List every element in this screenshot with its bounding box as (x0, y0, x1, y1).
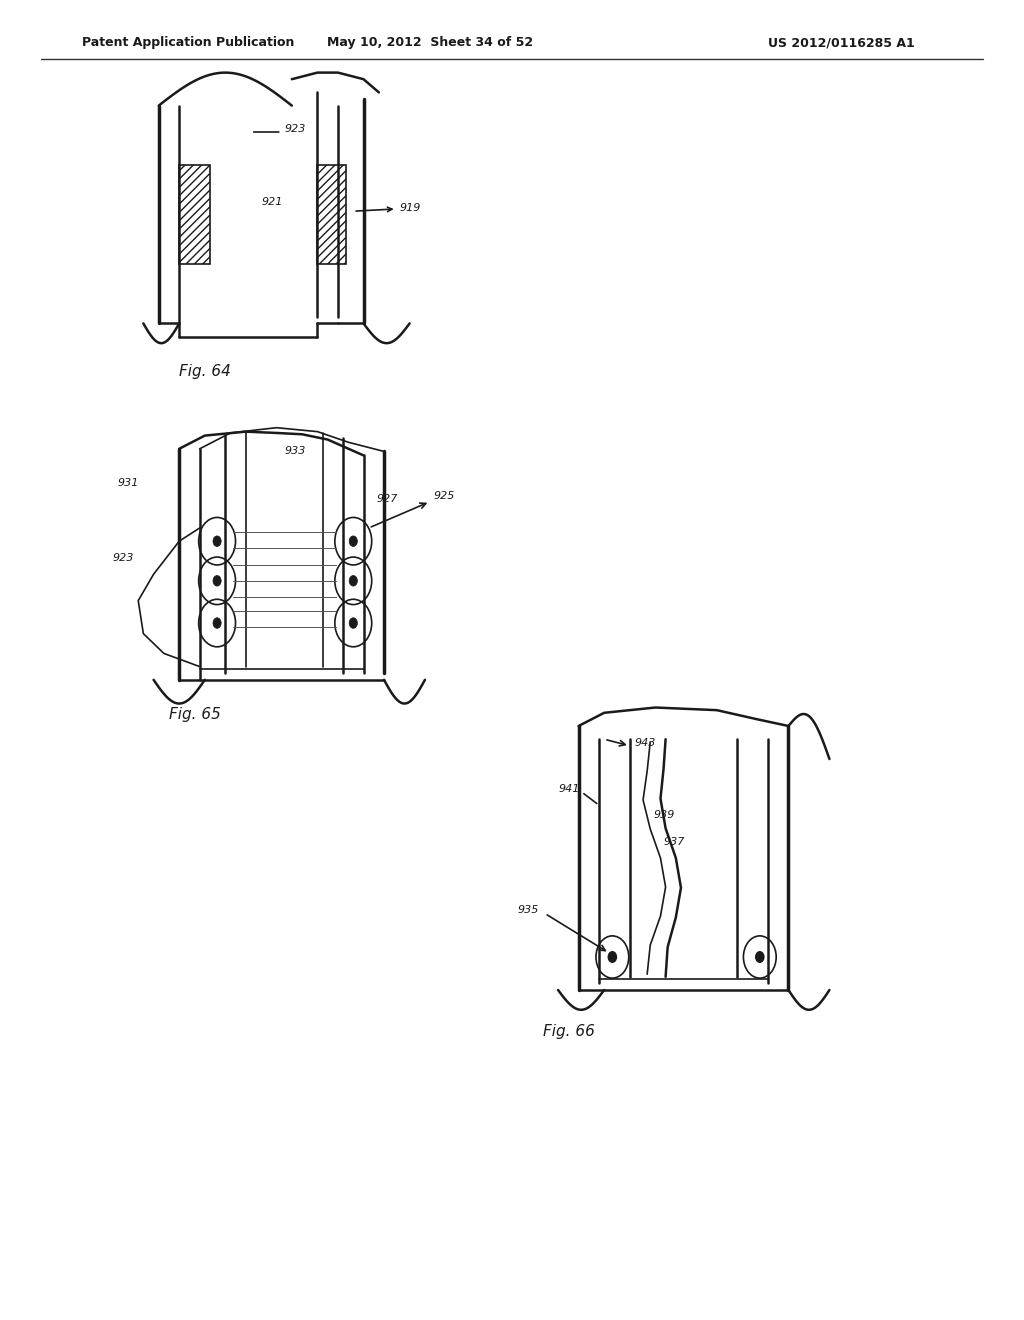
Circle shape (213, 618, 221, 628)
Text: US 2012/0116285 A1: US 2012/0116285 A1 (768, 36, 914, 49)
Text: 931: 931 (118, 478, 139, 488)
Circle shape (349, 576, 357, 586)
Polygon shape (317, 165, 346, 264)
Circle shape (756, 952, 764, 962)
Text: May 10, 2012  Sheet 34 of 52: May 10, 2012 Sheet 34 of 52 (327, 36, 534, 49)
Circle shape (608, 952, 616, 962)
Circle shape (349, 536, 357, 546)
Circle shape (349, 618, 357, 628)
Text: 941: 941 (558, 784, 580, 795)
Text: 933: 933 (285, 446, 306, 457)
Text: 921: 921 (261, 197, 283, 207)
Text: Fig. 64: Fig. 64 (179, 364, 231, 379)
Text: 923: 923 (113, 553, 134, 564)
Text: 925: 925 (433, 491, 455, 502)
Circle shape (213, 576, 221, 586)
Text: 935: 935 (517, 906, 539, 916)
Text: Patent Application Publication: Patent Application Publication (82, 36, 294, 49)
Text: 939: 939 (653, 810, 675, 821)
Text: 937: 937 (664, 837, 685, 847)
Circle shape (213, 536, 221, 546)
Text: Fig. 66: Fig. 66 (543, 1024, 595, 1039)
Text: 919: 919 (356, 203, 421, 214)
Text: Fig. 65: Fig. 65 (169, 708, 221, 722)
Polygon shape (179, 165, 210, 264)
Text: 927: 927 (377, 494, 398, 504)
Text: 923: 923 (285, 124, 306, 135)
Text: 943: 943 (635, 738, 656, 748)
